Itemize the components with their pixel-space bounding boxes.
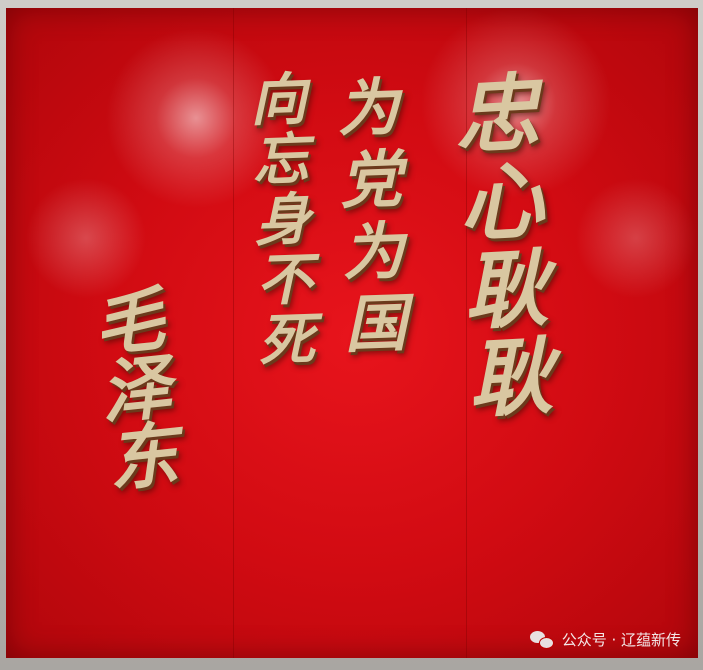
watermark: 公众号 · 辽蕴新传 <box>529 629 681 650</box>
calligraphy-column-2: 为党为国 <box>324 73 409 365</box>
wechat-icon <box>529 630 554 649</box>
panel-seam <box>466 8 467 658</box>
calligraphy-signature: 毛泽东 <box>78 281 183 493</box>
calligraphy-column-3: 向忘身不死 <box>239 68 317 372</box>
watermark-text: 公众号 · 辽蕴新传 <box>561 631 681 649</box>
panel-seam <box>233 8 234 658</box>
red-calligraphy-panel <box>6 8 698 658</box>
calligraphy-column-1: 忠心耿耿 <box>438 67 557 425</box>
